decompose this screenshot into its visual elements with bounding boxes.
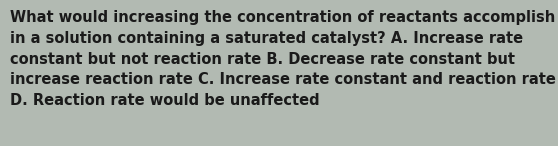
Text: What would increasing the concentration of reactants accomplish
in a solution co: What would increasing the concentration … xyxy=(10,10,556,108)
